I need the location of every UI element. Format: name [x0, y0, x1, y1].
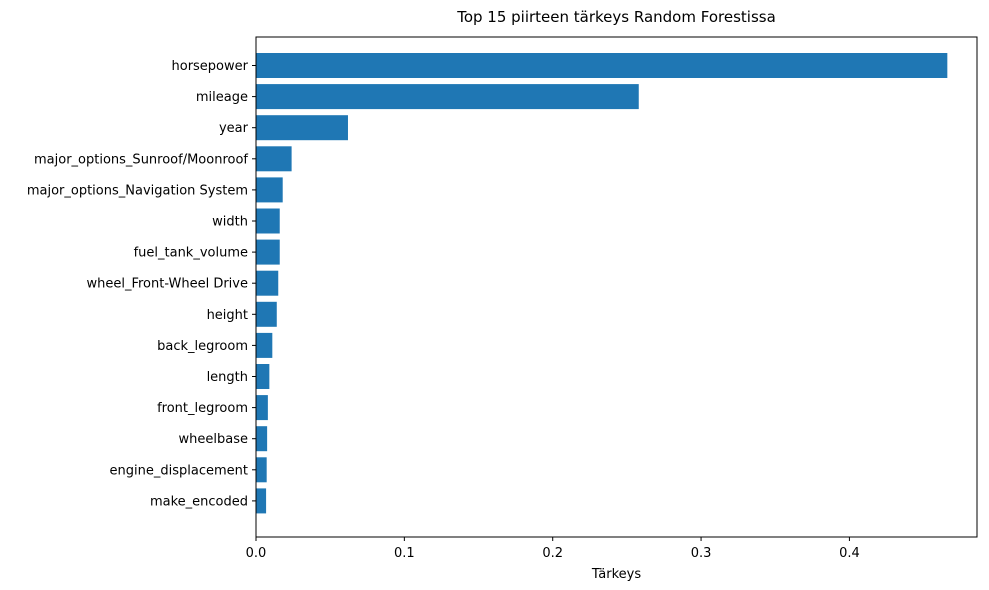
bar — [256, 395, 268, 421]
bar — [256, 488, 267, 514]
y-tick-label: horsepower — [172, 59, 249, 74]
y-tick-label: front_legroom — [157, 401, 248, 416]
y-tick-label: wheel_Front-Wheel Drive — [86, 277, 248, 292]
x-axis-label: Tärkeys — [591, 567, 641, 582]
x-tick-label: 0.4 — [839, 546, 860, 561]
y-tick-label: back_legroom — [157, 339, 248, 354]
bar — [256, 208, 280, 234]
bar — [256, 270, 279, 296]
y-tick-label: wheelbase — [179, 432, 248, 447]
bar — [256, 426, 268, 452]
bar — [256, 177, 283, 203]
x-tick-label: 0.0 — [246, 546, 267, 561]
bars-layer — [256, 53, 948, 514]
plot-area-frame — [255, 36, 978, 538]
x-tick-label: 0.3 — [691, 546, 712, 561]
y-tick-label: width — [212, 215, 248, 230]
category-labels: horsepower mileage year major_options_Sunro… — [27, 59, 256, 509]
bar — [256, 53, 948, 78]
y-tick-label: fuel_tank_volume — [134, 246, 248, 261]
bar — [256, 115, 348, 141]
y-tick-label: year — [219, 121, 249, 136]
bar — [256, 239, 280, 265]
x-axis-ticks: 0.0 0.1 0.2 0.3 0.4 — [246, 537, 860, 561]
bar — [256, 457, 267, 483]
y-tick-label: major_options_Navigation System — [27, 183, 248, 198]
bar — [256, 84, 639, 110]
y-tick-label: make_encoded — [150, 494, 248, 509]
x-tick-label: 0.2 — [542, 546, 563, 561]
y-tick-label: engine_displacement — [110, 463, 248, 478]
y-tick-label: length — [207, 370, 248, 385]
bar — [256, 364, 270, 389]
bar — [256, 301, 277, 327]
x-tick-label: 0.1 — [394, 546, 415, 561]
chart-title: Top 15 piirteen tärkeys Random Forestiss… — [456, 8, 776, 26]
y-tick-label: mileage — [196, 90, 248, 105]
y-tick-label: height — [207, 308, 248, 323]
bar — [256, 146, 292, 172]
bar — [256, 332, 273, 358]
y-tick-label: major_options_Sunroof/Moonroof — [34, 152, 248, 167]
